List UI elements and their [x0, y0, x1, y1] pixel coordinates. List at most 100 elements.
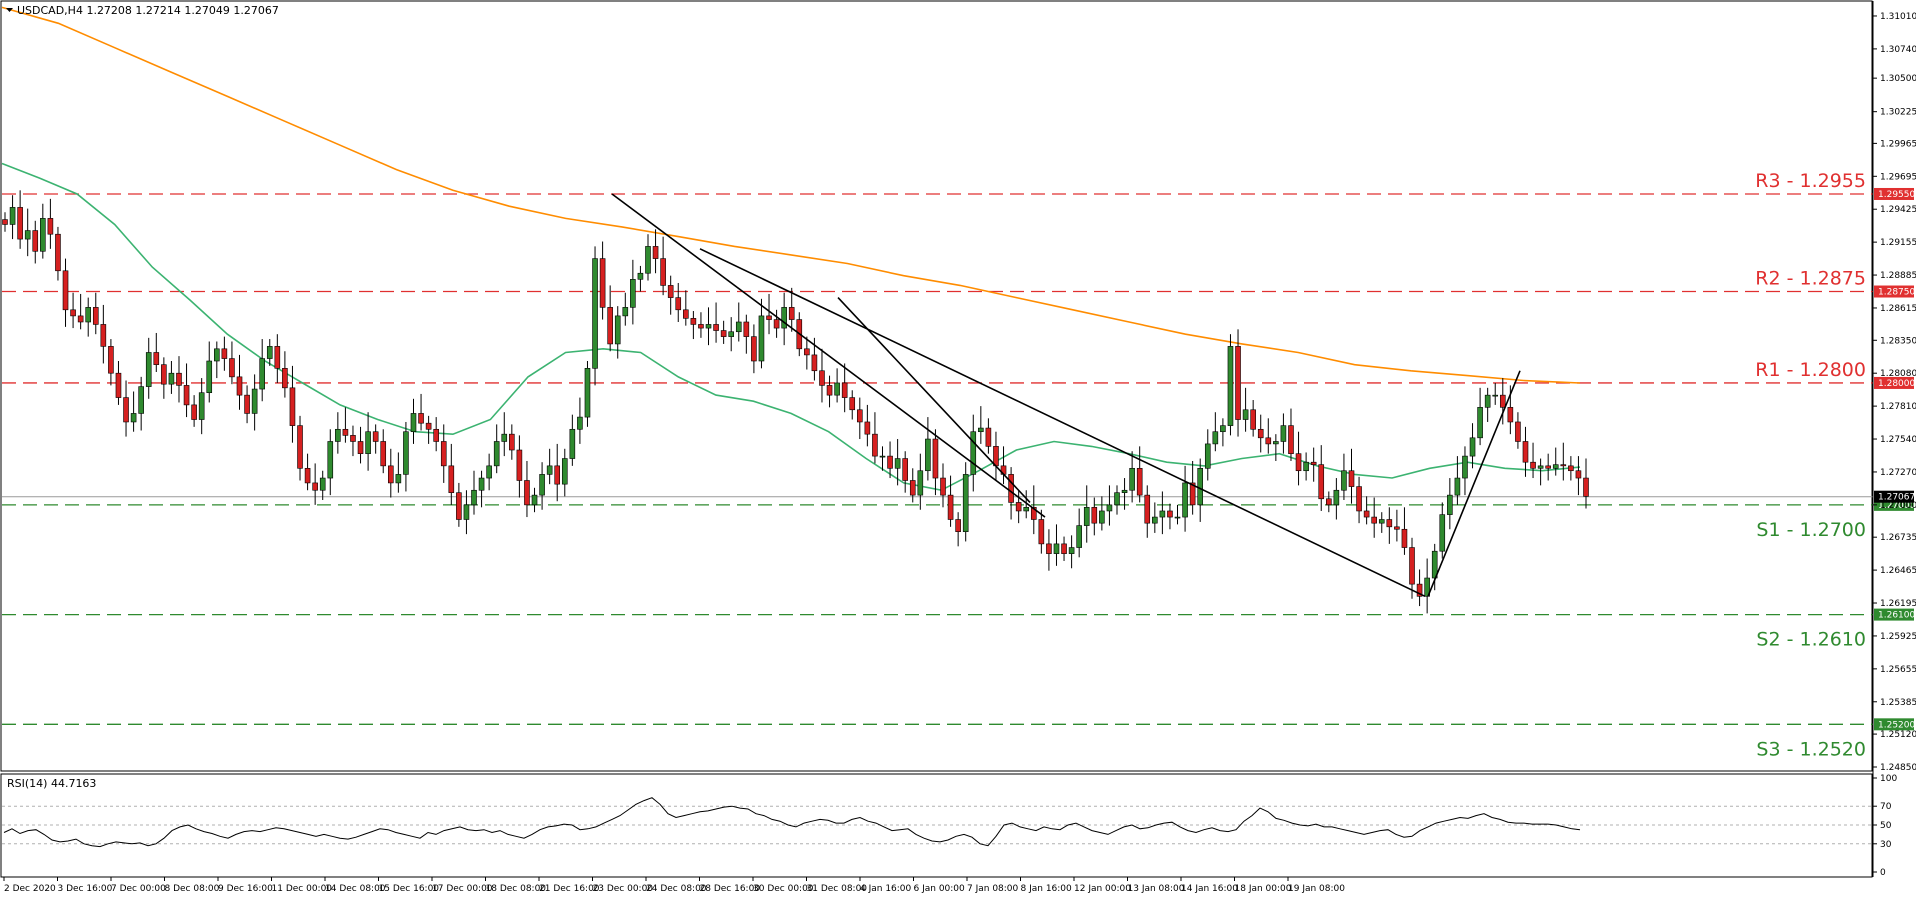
candle-body [9, 207, 16, 225]
candle-body [47, 218, 54, 235]
rsi-panel-frame [0, 773, 1873, 878]
price-tick-label: 1.27000 [1880, 501, 1916, 511]
time-tick-label: 17 Dec 00:00 [432, 884, 493, 894]
candle-body [834, 382, 840, 396]
candle-body [720, 330, 727, 337]
candle-body [539, 474, 545, 496]
candle-body [1318, 464, 1325, 500]
candle-body [1575, 470, 1582, 479]
price-tick-label: 1.26735 [1880, 533, 1916, 543]
candle-body [335, 428, 341, 442]
moving-averages [1, 6, 1581, 492]
candle-body [1159, 510, 1166, 518]
time-tick-label: 11 Dec 00:00 [272, 884, 333, 894]
candle-body [1560, 464, 1567, 467]
candle-body [698, 324, 704, 329]
candle-body [1363, 510, 1370, 518]
candle-body [1099, 510, 1105, 524]
candle-body [1515, 421, 1521, 442]
candle-body [1273, 441, 1279, 445]
candle-body [735, 321, 742, 333]
chart-header[interactable]: USDCAD,H4 1.27208 1.27214 1.27049 1.2706… [6, 4, 279, 17]
candle-body [1182, 482, 1188, 518]
candle-body [1008, 474, 1014, 503]
candle-body [660, 258, 666, 286]
candle-body [1220, 425, 1226, 433]
axis-layer: 1.31010 1.30740 1.30500 1.30225 1.29965 1.296… [3, 1, 1916, 894]
candle-body [773, 319, 780, 329]
candle-body [1023, 507, 1030, 512]
candle-body [327, 441, 334, 479]
candle-body [1484, 394, 1491, 408]
price-tick-label: 1.25120 [1880, 730, 1916, 740]
candle-body [826, 385, 833, 396]
dropdown-triangle-icon[interactable] [6, 8, 13, 12]
candle-body [448, 465, 455, 493]
candle-body [130, 413, 137, 423]
candle-body [138, 386, 144, 414]
candle-body [993, 446, 999, 467]
candle-body [925, 438, 931, 472]
candle-body [1409, 547, 1415, 585]
moving-average-slow [1, 6, 1581, 384]
candle-body [1046, 543, 1052, 554]
candle-body [410, 413, 417, 433]
time-tick-label: 31 Dec 08:00 [807, 884, 868, 894]
candle-body [1530, 461, 1536, 469]
current-price-tag-text: 1.27067 [1878, 493, 1915, 503]
candle-body [176, 372, 182, 386]
candle-body [1068, 547, 1075, 554]
price-tick-label: 1.25655 [1880, 665, 1916, 675]
level-price-tag [1874, 608, 1914, 621]
candle-body [259, 358, 265, 390]
candle-body [1469, 437, 1476, 457]
time-tick-label: 2 Dec 2020 [4, 884, 56, 894]
candle-body [85, 307, 92, 323]
symbol-label: USDCAD,H4 1.27208 1.27214 1.27049 1.2706… [17, 4, 279, 17]
trendline [611, 193, 1046, 518]
candle-body [1348, 470, 1355, 487]
candle-body [1378, 519, 1385, 524]
candle-body [788, 307, 795, 320]
candle-body [637, 272, 644, 280]
candle-body [1106, 504, 1113, 512]
candle-body [206, 360, 213, 394]
price-tick-label: 1.26465 [1880, 566, 1916, 576]
time-tick-label: 7 Dec 00:00 [111, 884, 166, 894]
candle-body [161, 364, 167, 385]
time-tick-label: 12 Jan 00:00 [1074, 884, 1131, 894]
candle-body [1204, 443, 1211, 469]
candle-body [932, 438, 939, 479]
level-price-tag-text: 1.27000 [1878, 501, 1915, 511]
candle-body [1038, 519, 1045, 545]
candle-body [380, 441, 387, 467]
candle-body [282, 368, 288, 389]
candle-body [781, 307, 787, 329]
candle-body [1341, 470, 1347, 491]
time-tick-label: 8 Jan 16:00 [1021, 884, 1073, 894]
candle-body [403, 431, 409, 475]
candle-body [145, 352, 152, 387]
candle-body [1129, 467, 1135, 491]
time-tick-label: 19 Jan 08:00 [1288, 884, 1345, 894]
candle-body [705, 324, 712, 329]
candle-body [236, 376, 243, 396]
candle-body [1280, 425, 1287, 442]
candle-body [55, 233, 61, 272]
candle-body [501, 433, 508, 442]
rsi-tick-label: 50 [1880, 821, 1892, 831]
candle-body [819, 370, 825, 386]
candle-body [221, 348, 228, 359]
candle-body [1303, 461, 1309, 472]
candle-body [244, 394, 250, 414]
candle-body [1257, 428, 1264, 439]
candle-body [1030, 507, 1037, 520]
time-tick-label: 18 Jan 00:00 [1235, 884, 1292, 894]
candle-body [683, 309, 689, 319]
candle-body [493, 441, 500, 467]
candle-body [811, 354, 818, 372]
candle-body [894, 458, 901, 469]
candle-body [1076, 525, 1082, 548]
candle-body [40, 218, 46, 252]
